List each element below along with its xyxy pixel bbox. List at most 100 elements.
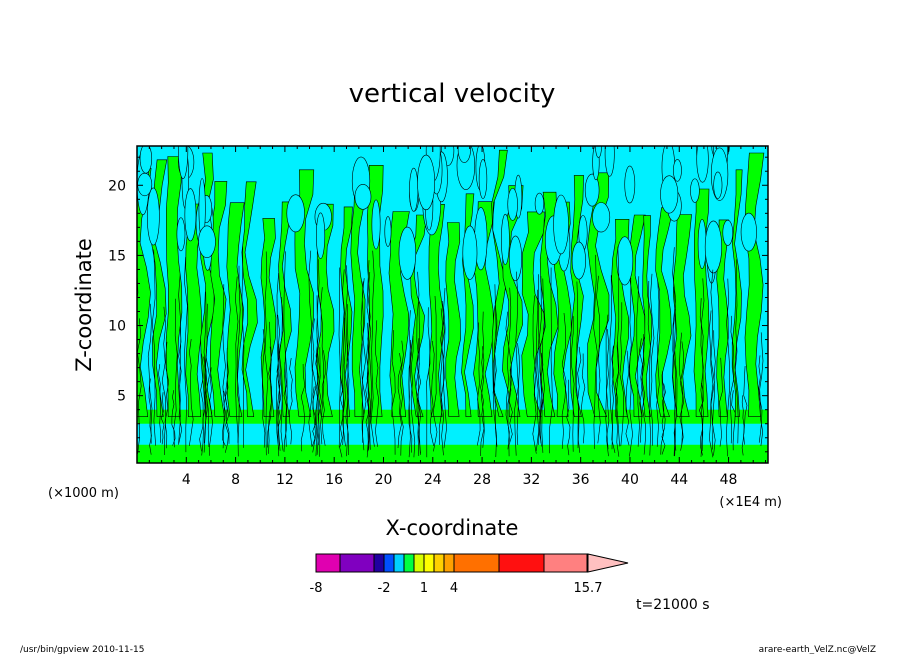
contour-line: [345, 265, 349, 457]
downdraft-pocket: [354, 184, 372, 210]
colorbar-label: -2: [378, 581, 391, 596]
downdraft-pocket: [584, 173, 600, 207]
x-tick-label: 24: [424, 472, 442, 488]
downdraft-pocket: [478, 159, 488, 199]
contour-line: [611, 345, 616, 453]
downdraft-pocket: [462, 225, 478, 280]
updraft-plume: [350, 182, 367, 417]
x-unit-right: (×1E4 m): [719, 495, 782, 510]
contour-line: [532, 295, 537, 454]
downdraft-pocket: [571, 241, 586, 280]
downdraft-pocket: [508, 235, 523, 282]
contour-line: [204, 354, 208, 444]
updraft-plume: [731, 169, 743, 417]
colorbar-segment: [443, 553, 455, 573]
footer-right: arare-earth_VelZ.nc@VelZ: [759, 645, 876, 654]
contour-line: [283, 251, 288, 447]
updraft-plume: [428, 204, 445, 417]
contour-line: [268, 346, 273, 454]
colorbar-segment: [315, 553, 341, 573]
contour-line: [222, 284, 226, 449]
contour-line: [241, 246, 245, 448]
colorbar-label: -8: [310, 581, 323, 596]
contour-line: [161, 306, 167, 456]
contour-line: [342, 317, 346, 446]
contour-line: [397, 353, 402, 449]
downdraft-pocket: [740, 212, 757, 252]
contour-line: [625, 350, 630, 446]
contour-line: [661, 383, 666, 455]
contour-line: [365, 322, 370, 458]
contour-line: [759, 332, 764, 446]
updraft-plume: [185, 203, 203, 417]
colorbar-segment: [543, 553, 588, 573]
contour-line: [201, 356, 206, 456]
contour-line: [734, 259, 739, 444]
downdraft-pocket: [286, 194, 305, 233]
contour-line: [561, 312, 567, 449]
contour-line: [275, 314, 280, 450]
downdraft-pocket: [457, 146, 471, 163]
contour-line: [566, 379, 571, 456]
downdraft-pocket: [553, 194, 569, 255]
contour-line: [160, 392, 165, 445]
contour-line: [300, 363, 306, 452]
contour-line: [596, 275, 601, 444]
contour-line: [699, 382, 704, 456]
updraft-plume: [570, 175, 584, 417]
downdraft-pocket: [198, 225, 216, 259]
contour-line: [656, 280, 660, 447]
x-tick-label: 44: [670, 472, 688, 488]
contour-line: [234, 276, 239, 457]
contour-line: [237, 265, 241, 443]
contour-line: [672, 286, 677, 457]
contour-line: [147, 303, 153, 444]
colorbar-segment: [393, 553, 405, 573]
contour-line: [320, 287, 325, 445]
downdraft-pocket: [722, 219, 734, 246]
downdraft-pocket: [592, 202, 611, 233]
x-tick-label: 4: [182, 472, 191, 488]
colorbar-segment: [383, 553, 395, 573]
colorbar-segment: [339, 553, 375, 573]
contour-line: [741, 395, 745, 456]
contour-line: [725, 278, 731, 457]
contour-line: [593, 254, 598, 449]
contour-line: [430, 340, 435, 446]
updraft-plume: [137, 168, 152, 417]
y-axis-label: Z-coordinate: [72, 238, 96, 372]
x-tick-label: 36: [572, 472, 590, 488]
x-tick-label: 16: [325, 472, 343, 488]
contour-line: [137, 318, 142, 454]
downdraft-pocket: [660, 175, 679, 214]
downdraft-pocket: [176, 217, 186, 252]
downdraft-pocket: [616, 236, 634, 286]
updraft-plume: [587, 172, 610, 417]
contour-line: [426, 307, 431, 458]
updraft-plume: [491, 149, 508, 417]
footer-left: /usr/bin/gpview 2010-11-15: [20, 645, 144, 654]
contour-line: [224, 378, 229, 453]
downdraft-pocket: [690, 178, 700, 203]
contour-line: [758, 355, 763, 443]
contour-line: [416, 338, 422, 455]
downdraft-pocket: [409, 167, 419, 212]
downdraft-pocket: [177, 146, 189, 179]
y-tick-label: 15: [108, 248, 126, 264]
updraft-plume: [294, 169, 315, 417]
contour-line: [709, 310, 714, 458]
colorbar-label: 4: [450, 581, 458, 596]
contour-line: [679, 332, 684, 446]
chart-title: vertical velocity: [349, 79, 556, 109]
contour-line: [178, 326, 183, 445]
colorbar-segment: [403, 553, 415, 573]
contour-line: [438, 308, 444, 445]
x-tick-label: 32: [522, 472, 540, 488]
downdraft-pocket: [146, 187, 160, 246]
contour-line: [480, 311, 485, 448]
contour-line: [432, 295, 438, 452]
time-label: t=21000 s: [636, 597, 710, 613]
colorbar-segment: [423, 553, 435, 573]
contour-line: [494, 302, 498, 447]
contour-line: [639, 338, 643, 443]
